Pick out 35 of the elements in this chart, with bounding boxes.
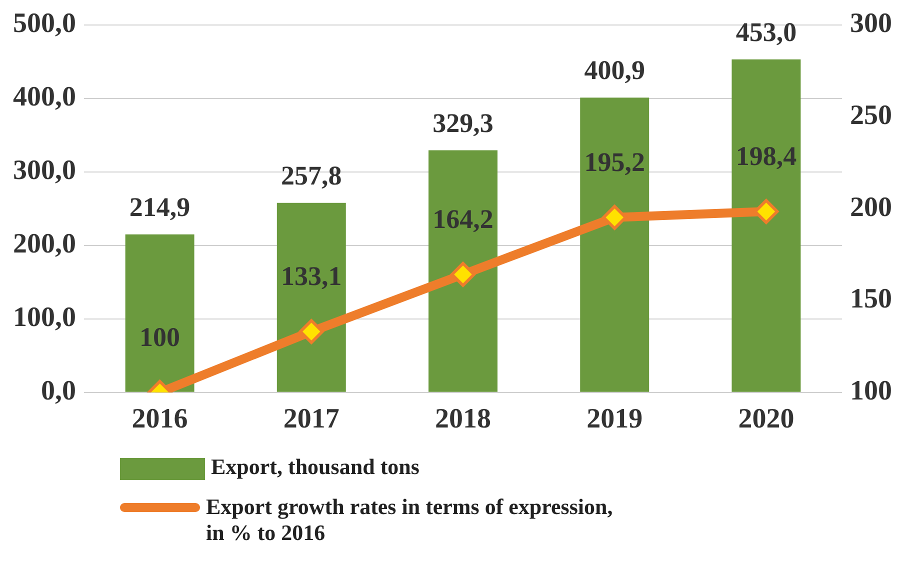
data-label: 164,2 bbox=[432, 204, 494, 234]
bar bbox=[125, 234, 194, 392]
bar bbox=[276, 202, 346, 392]
legend-label: Export, thousand tons bbox=[211, 454, 420, 480]
data-label: 257,8 bbox=[281, 160, 342, 190]
y-tick-label: 200,0 bbox=[13, 228, 76, 260]
y-tick-label: 0,0 bbox=[41, 376, 76, 407]
bar bbox=[580, 98, 650, 392]
y2-tick-label: 300 bbox=[850, 8, 892, 40]
y2-tick-label: 150 bbox=[850, 284, 892, 315]
y2-tick-label: 100 bbox=[850, 376, 892, 407]
data-label: 329,3 bbox=[432, 108, 494, 138]
y2-tick-label: 250 bbox=[850, 100, 892, 131]
data-label: 198,4 bbox=[736, 141, 797, 172]
x-tick-label: 2018 bbox=[435, 403, 491, 434]
x-tick-label: 2017 bbox=[283, 403, 340, 434]
data-label: 400,9 bbox=[584, 55, 645, 86]
bar bbox=[732, 59, 801, 392]
point bbox=[450, 262, 476, 287]
y-tick-label: 500,0 bbox=[13, 8, 76, 40]
point bbox=[298, 319, 324, 344]
data-label: 214,9 bbox=[129, 192, 190, 222]
bar bbox=[428, 150, 498, 392]
x-tick-label: 2019 bbox=[586, 403, 643, 434]
x-tick-label: 2020 bbox=[738, 403, 794, 434]
data-label: 453,0 bbox=[736, 16, 797, 47]
y2-tick-label: 200 bbox=[850, 192, 892, 223]
legend-label: Export growth rates in terms of expression, in % to 2016 bbox=[206, 494, 614, 546]
data-label: 195,2 bbox=[584, 146, 645, 177]
y-tick-label: 100,0 bbox=[13, 302, 76, 334]
y-tick-label: 400,0 bbox=[13, 82, 76, 113]
x-tick-label: 2016 bbox=[132, 403, 188, 434]
data-label: 100 bbox=[140, 322, 180, 352]
y-tick-label: 300,0 bbox=[13, 155, 76, 186]
data-label: 133,1 bbox=[281, 261, 342, 292]
